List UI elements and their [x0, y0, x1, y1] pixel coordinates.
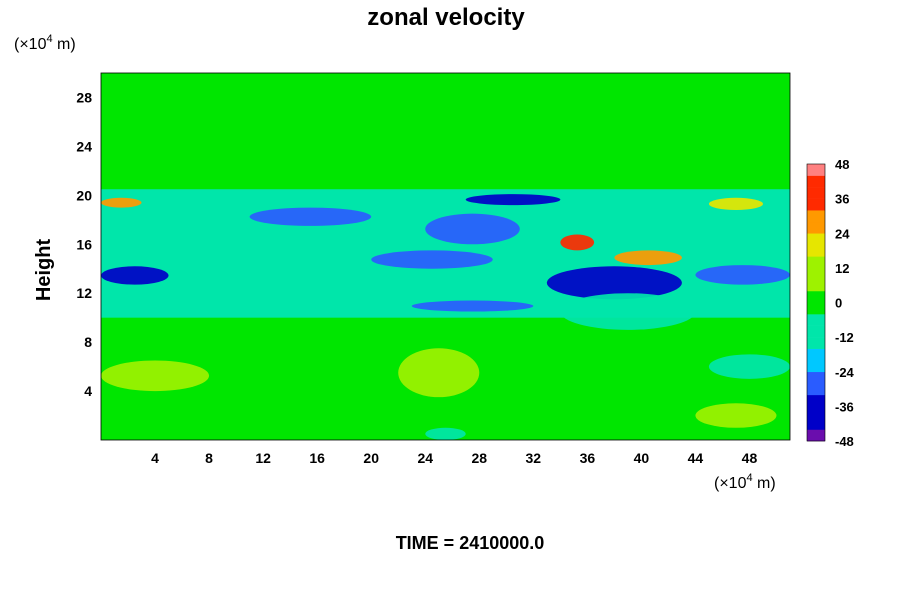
x-tick-label: 16	[309, 450, 325, 466]
x-tick-label: 40	[634, 450, 650, 466]
x-tick-label: 28	[471, 450, 487, 466]
colorbar-swatch	[807, 383, 825, 396]
field-anomaly	[465, 194, 561, 206]
field-anomaly	[695, 403, 777, 428]
field-anomaly	[425, 427, 466, 440]
y-tick-label: 8	[84, 334, 92, 350]
field-anomaly	[398, 348, 480, 398]
colorbar-swatch	[807, 360, 825, 373]
velocity-field	[101, 73, 790, 440]
colorbar-swatch	[807, 256, 825, 269]
colorbar-tick-label: 48	[835, 157, 849, 172]
colorbar-tick-label: -24	[835, 365, 855, 380]
x-tick-label: 24	[417, 450, 433, 466]
colorbar-swatch	[807, 210, 825, 223]
x-tick-label: 44	[688, 450, 704, 466]
colorbar-swatch	[807, 267, 825, 280]
x-tick-label: 20	[363, 450, 379, 466]
y-axis-unit: (×104 m)	[14, 33, 76, 53]
colorbar-swatch	[807, 429, 825, 442]
x-tick-label: 48	[742, 450, 758, 466]
y-axis-ticks: 4 8 12 16 20 24 28	[76, 89, 92, 399]
field-anomaly	[101, 266, 169, 285]
colorbar-swatch	[807, 337, 825, 349]
x-tick-label: 8	[205, 450, 213, 466]
plot-area	[100, 72, 791, 441]
colorbar-swatch	[807, 279, 825, 292]
field-band	[101, 73, 790, 190]
y-tick-label: 12	[76, 285, 92, 301]
x-axis-ticks: 4 8 12 16 20 24 28 32 36 40 44 48	[151, 450, 757, 466]
plot-frame	[100, 72, 791, 441]
colorbar-swatch	[807, 325, 825, 338]
colorbar-swatch	[807, 290, 825, 303]
x-tick-label: 36	[580, 450, 596, 466]
colorbar-swatch	[807, 348, 825, 361]
y-tick-label: 24	[76, 138, 92, 154]
field-anomaly	[249, 207, 372, 226]
colorbar-swatch	[807, 175, 825, 188]
colorbar-tick-label: 36	[835, 192, 849, 207]
colorbar-swatch	[807, 221, 825, 234]
field-anomaly	[560, 234, 595, 251]
colorbar-tick-label: 24	[835, 226, 850, 241]
field-anomaly	[560, 293, 696, 330]
field-anomaly	[695, 265, 790, 285]
y-tick-label: 4	[84, 383, 92, 399]
colorbar-swatch	[807, 187, 825, 199]
colorbar-swatch	[807, 164, 825, 176]
field-anomaly	[101, 360, 210, 392]
colorbar-swatch	[807, 371, 825, 384]
colorbar	[806, 163, 826, 442]
colorbar-frame	[806, 163, 826, 442]
y-axis-label: Height	[33, 239, 55, 302]
colorbar-swatch	[807, 417, 825, 430]
field-anomaly	[546, 266, 682, 300]
y-tick-label: 28	[76, 89, 92, 105]
x-axis-unit: (×104 m)	[714, 472, 776, 492]
colorbar-swatch	[807, 244, 825, 257]
field-anomaly	[708, 354, 790, 379]
colorbar-swatch	[807, 406, 825, 419]
field-anomaly	[614, 250, 682, 266]
colorbar-tick-label: -12	[835, 330, 854, 345]
x-tick-label: 32	[526, 450, 542, 466]
colorbar-swatch	[807, 198, 825, 211]
colorbar-swatch	[807, 302, 825, 315]
y-tick-label: 16	[76, 236, 92, 252]
colorbar-tick-label: 12	[835, 261, 849, 276]
colorbar-tick-label: -48	[835, 434, 854, 449]
colorbar-swatch	[807, 394, 825, 407]
colorbar-tick-label: 0	[835, 296, 842, 311]
field-anomaly	[411, 300, 534, 312]
chart-title: zonal velocity	[367, 4, 525, 31]
field-anomaly	[371, 250, 493, 269]
time-label: TIME = 2410000.0	[396, 533, 545, 553]
field-anomaly	[425, 213, 520, 245]
y-tick-label: 20	[76, 187, 92, 203]
field-anomaly	[101, 197, 142, 208]
x-tick-label: 12	[255, 450, 271, 466]
colorbar-swatch	[807, 233, 825, 246]
colorbar-tick-label: -36	[835, 399, 854, 414]
colorbar-swatch	[807, 314, 825, 326]
x-tick-label: 4	[151, 450, 159, 466]
field-anomaly	[708, 197, 763, 211]
colorbar-ticks: 48 36 24 12 0 -12 -24 -36 -48	[835, 157, 855, 449]
